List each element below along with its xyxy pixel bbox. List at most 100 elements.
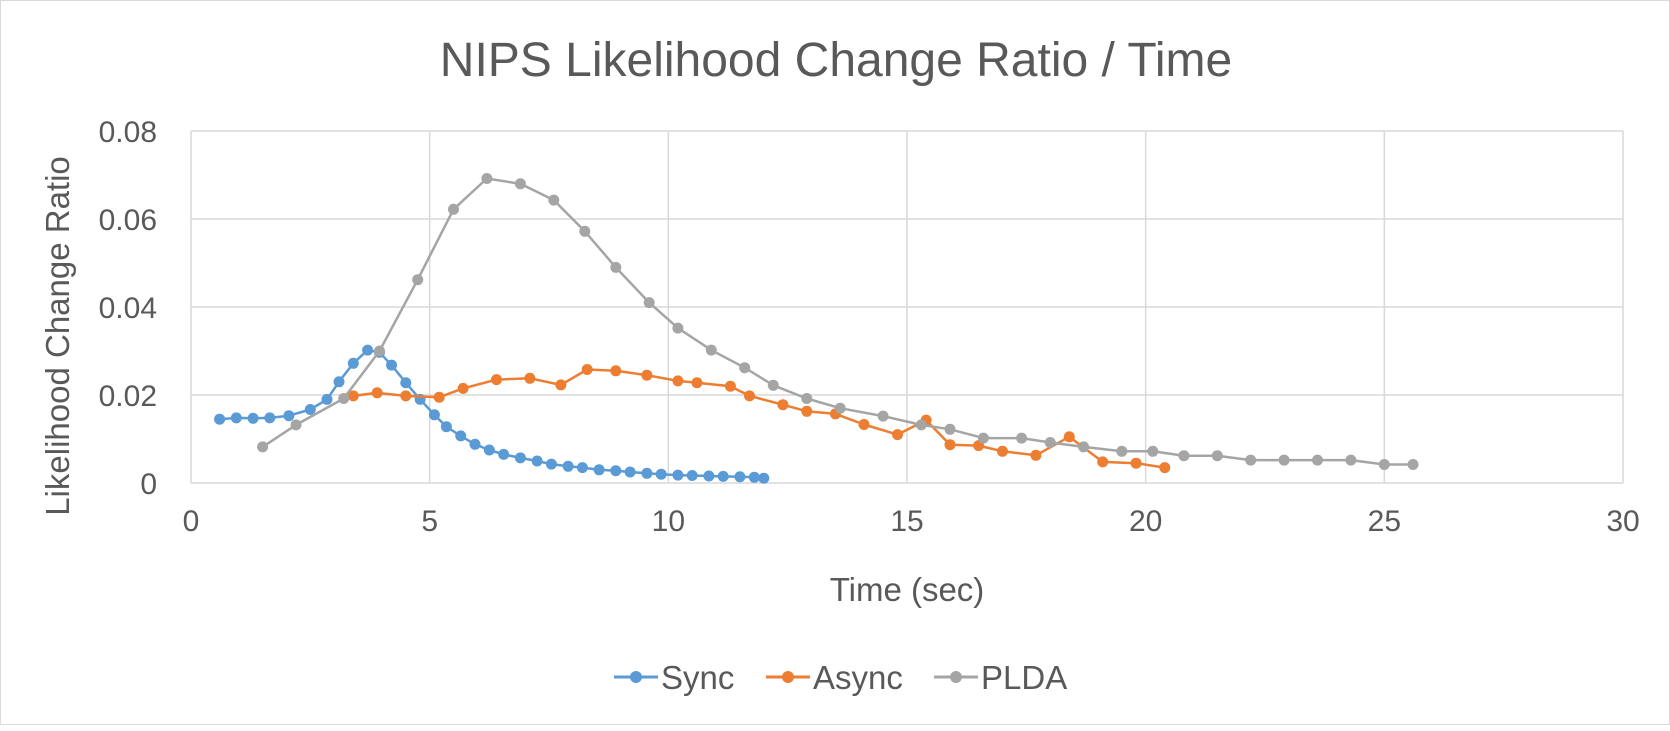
data-point-async-26 [1097,456,1109,468]
legend-label-async: Async [813,659,903,696]
data-point-sync-28 [641,467,653,479]
data-point-sync-24 [576,462,588,474]
data-point-sync-27 [624,466,636,478]
y-axis-title: Likelihood Change Ratio [39,156,76,516]
data-point-async-18 [858,419,870,430]
data-point-plda-4 [412,274,424,286]
data-point-sync-0 [214,413,226,425]
data-point-plda-11 [643,297,655,309]
data-point-plda-29 [1245,454,1257,466]
data-point-sync-26 [610,465,622,477]
data-point-sync-16 [455,430,467,442]
legend-item-sync: Sync [614,659,734,696]
data-point-plda-24 [1078,441,1090,453]
y-tick-label-3: 0.06 [99,204,157,237]
data-point-sync-8 [347,357,359,369]
data-point-async-7 [555,379,567,391]
data-point-sync-36 [758,472,770,484]
legend-marker-plda [950,671,962,683]
data-point-plda-27 [1178,450,1190,462]
data-point-sync-31 [686,470,698,481]
data-point-plda-3 [374,345,385,357]
data-point-plda-0 [257,441,269,453]
x-tick-label-0: 0 [183,505,200,538]
data-point-sync-22 [545,458,557,470]
legend: Sync Async PLDA [614,659,1067,696]
data-point-async-0 [347,390,359,402]
y-tick-label-4: 0.08 [99,116,157,149]
data-point-plda-8 [548,194,560,206]
data-point-plda-16 [801,393,813,404]
data-point-plda-10 [610,261,622,273]
data-point-async-6 [524,372,536,384]
data-point-async-8 [581,364,593,375]
data-point-plda-26 [1147,445,1159,457]
data-point-plda-13 [705,344,717,356]
x-tick-label-5: 5 [421,505,438,538]
data-point-sync-15 [440,421,452,433]
data-point-sync-17 [469,438,481,450]
data-point-async-23 [997,445,1008,457]
data-point-async-19 [892,429,903,441]
data-point-async-13 [724,380,736,392]
data-point-plda-19 [915,419,927,431]
data-point-async-5 [491,374,502,386]
data-point-sync-4 [283,410,295,422]
x-tick-label-30: 30 [1606,505,1639,538]
chart-title: NIPS Likelihood Change Ratio / Time [440,34,1232,87]
series-layer [214,173,1419,484]
tick-labels: 0 5 10 15 20 25 30 0 0.02 0.04 0.06 0.08 [99,116,1640,538]
data-point-plda-30 [1278,454,1290,466]
data-point-sync-2 [247,412,259,424]
data-point-plda-17 [834,402,846,414]
data-point-sync-7 [333,376,345,388]
data-point-plda-23 [1044,437,1056,448]
data-point-sync-34 [734,471,746,483]
data-point-sync-35 [748,471,760,483]
legend-marker-sync [630,671,642,683]
legend-item-async: Async [766,659,903,696]
data-point-sync-5 [304,404,316,415]
data-point-sync-3 [264,412,276,424]
data-point-sync-33 [717,470,729,482]
data-point-plda-21 [977,432,989,444]
data-point-sync-30 [672,469,684,481]
data-point-plda-1 [290,419,302,431]
y-tick-label-2: 0.04 [99,292,157,325]
data-point-plda-5 [448,203,459,215]
data-point-async-9 [610,365,622,377]
data-point-plda-31 [1312,454,1323,466]
data-point-sync-29 [655,468,667,480]
x-tick-label-10: 10 [652,505,685,538]
data-point-sync-14 [428,409,440,421]
legend-marker-async [782,671,794,683]
data-point-async-16 [801,405,813,417]
legend-label-plda: PLDA [981,659,1067,696]
data-point-plda-28 [1211,450,1223,462]
data-point-sync-12 [400,377,412,389]
data-point-plda-32 [1345,454,1357,466]
data-point-sync-23 [562,460,574,472]
series-line-sync [219,348,764,480]
data-point-sync-9 [362,344,374,356]
x-tick-label-20: 20 [1129,505,1162,538]
data-point-plda-20 [944,423,956,435]
legend-item-plda: PLDA [934,659,1067,696]
series-line-async [353,368,1165,469]
data-point-sync-20 [514,452,526,464]
data-point-async-12 [691,377,703,389]
data-point-plda-34 [1407,459,1419,470]
data-point-sync-25 [593,464,605,476]
series-line-plda [261,177,1413,466]
data-point-sync-19 [498,448,510,460]
data-point-async-1 [371,387,383,399]
series-plda [257,173,1419,470]
data-point-async-24 [1030,449,1042,461]
data-point-async-14 [744,390,755,402]
x-tick-label-25: 25 [1368,505,1401,538]
data-point-plda-22 [1016,432,1028,444]
data-point-plda-6 [481,173,493,184]
data-point-sync-1 [230,412,242,424]
